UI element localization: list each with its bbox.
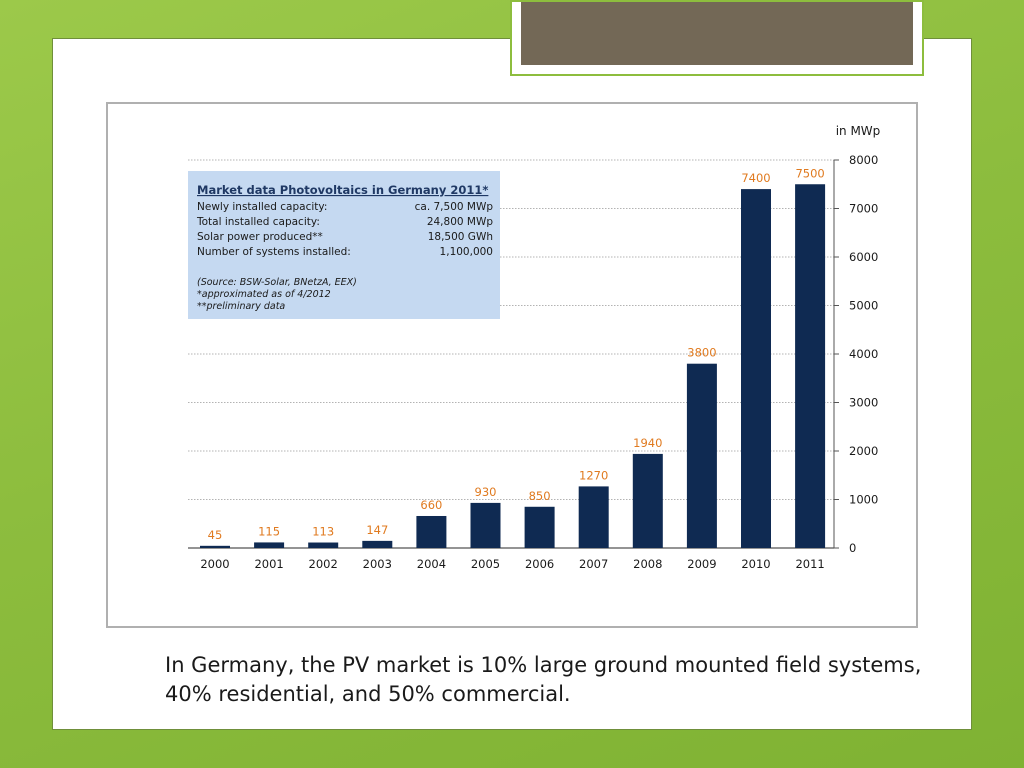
bar-2003 [362,540,393,548]
infobox-background [188,171,500,319]
bar-2009 [686,363,717,548]
bar-value-label: 3800 [687,346,716,360]
bar-2006 [524,506,555,548]
bar-2000 [200,545,230,548]
y-tick-label: 3000 [849,396,878,410]
chart-frame: 45 115 113 147 660 930 850 1270 1940 3800 7400 7500… [106,102,918,628]
infobox-row-label: Number of systems installed: [197,246,351,258]
bar-value-label: 113 [312,525,334,539]
chart-y-ticks: 0 1000 2000 3000 4000 5000 6000 7000 8000 [833,153,878,555]
title-placeholder [510,0,924,76]
y-tick-label: 2000 [849,444,878,458]
bar-value-label: 930 [475,485,497,499]
y-tick-label: 4000 [849,347,878,361]
bar-value-label: 147 [366,523,388,537]
bar-value-label: 660 [420,498,442,512]
infobox-rows: Newly installed capacity: ca. 7,500 MWp To… [196,201,493,258]
bar-value-label: 115 [258,524,280,538]
bar-2005 [470,502,501,548]
y-tick-label: 0 [849,541,856,555]
x-tick-label: 2003 [363,557,392,571]
infobox-title: Market data Photovoltaics in Germany 201… [197,183,488,197]
x-tick-label: 2011 [795,557,824,571]
slide-caption: In Germany, the PV market is 10% large g… [165,653,922,706]
bar-2002 [308,542,339,548]
x-tick-label: 2009 [687,557,716,571]
bar-value-label: 7500 [795,166,824,180]
bar-2010 [741,189,771,548]
bar-value-label: 7400 [741,171,770,185]
infobox-row-label: Solar power produced** [197,231,323,243]
bar-value-label: 850 [529,489,551,503]
x-tick-label: 2004 [417,557,446,571]
bar-2004 [416,515,447,548]
x-tick-label: 2002 [309,557,338,571]
y-tick-label: 7000 [849,202,878,216]
infobox-row-label: Newly installed capacity: [197,201,327,213]
bar-chart: 45 115 113 147 660 930 850 1270 1940 3800 7400 7500… [188,124,881,571]
infobox-note: **preliminary data [197,301,285,312]
chart-grid [188,159,834,549]
x-tick-label: 2005 [471,557,500,571]
infobox-row-value: 18,500 GWh [428,231,493,243]
infobox-note: *approximated as of 4/2012 [197,289,331,300]
chart-bar-labels: 45 115 113 147 660 930 850 1270 1940 3800 7400 7500 [208,166,825,542]
chart-x-ticks: 2000 2001 2002 2003 2004 2005 2006 2007 2008 2009… [200,557,824,571]
title-placeholder-fill [521,2,913,65]
y-tick-label: 5000 [849,299,878,313]
bar-2011 [795,184,826,548]
x-tick-label: 2006 [525,557,554,571]
bar-value-label: 1940 [633,436,662,450]
bar-value-label: 45 [208,528,223,542]
y-tick-label: 6000 [849,250,878,264]
y-tick-label: 8000 [849,153,878,167]
bar-2007 [578,486,609,548]
x-tick-label: 2001 [254,557,283,571]
x-tick-label: 2010 [741,557,770,571]
chart-bars [200,184,826,548]
x-tick-label: 2000 [200,557,229,571]
market-data-infobox: Market data Photovoltaics in Germany 201… [188,171,500,319]
infobox-note: (Source: BSW-Solar, BNetzA, EEX) [197,277,357,288]
x-tick-label: 2007 [579,557,608,571]
infobox-notes: (Source: BSW-Solar, BNetzA, EEX)*approxi… [197,277,357,312]
bar-2008 [632,453,663,548]
infobox-row-value: 24,800 MWp [427,216,494,228]
x-tick-label: 2008 [633,557,662,571]
infobox-row-value: ca. 7,500 MWp [415,201,494,213]
unit-label: in MWp [836,124,881,138]
infobox-row-value: 1,100,000 [440,246,493,258]
infobox-row-label: Total installed capacity: [196,216,320,228]
y-tick-label: 1000 [849,493,878,507]
bar-2001 [254,542,285,548]
bar-value-label: 1270 [579,468,608,482]
